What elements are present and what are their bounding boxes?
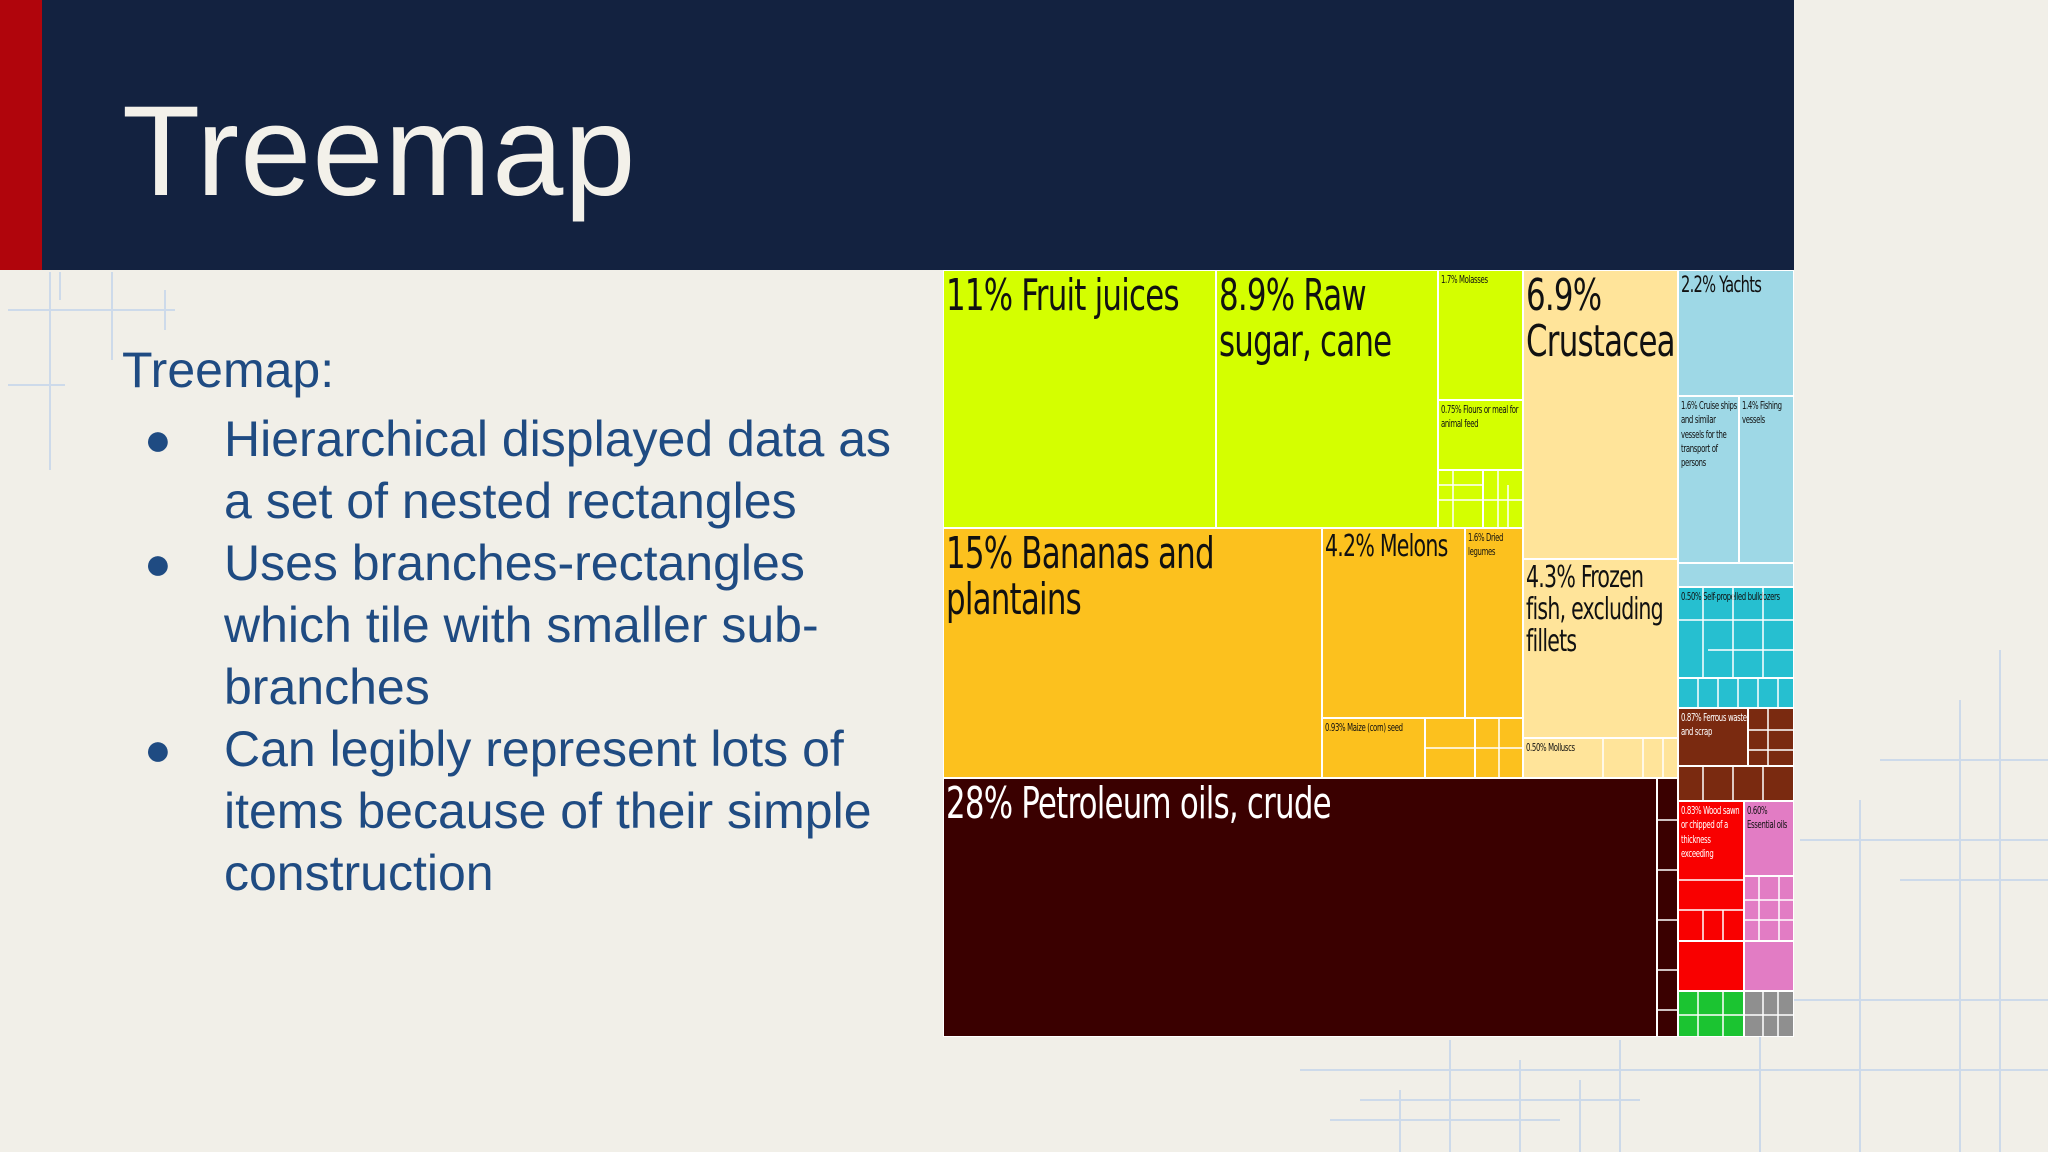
treemap-subdivisions [1425, 470, 1794, 1037]
treemap-tile-label: 28% Petroleum oils, crude [946, 778, 1332, 829]
treemap-tile-crustaceans: 6.9% Crustaceans [1523, 270, 1678, 559]
accent-bar [0, 0, 42, 270]
treemap-tile-label: 0.50% Self-propelled bulldozers [1681, 590, 1780, 603]
intro-text: Treemap: [122, 342, 335, 398]
bullet-item: ● Hierarchical displayed data as a set of… [122, 408, 922, 532]
treemap-tile [1748, 708, 1794, 766]
treemap-tile-self-propelled-bulldozers: 0.50% Self-propelled bulldozers [1678, 587, 1794, 678]
treemap-tile-molluscs: 0.50% Molluscs [1523, 738, 1678, 778]
treemap-tile [1678, 991, 1744, 1037]
treemap-tile-label: 8.9% Raw sugar, cane [1219, 270, 1392, 368]
treemap-tile [1483, 470, 1523, 528]
treemap-tile-maize-seed: 0.93% Maize (corn) seed [1322, 718, 1425, 778]
treemap-tile-fishing-vessels: 1.4% Fishing vessels [1739, 396, 1794, 563]
treemap-tile-petroleum: 28% Petroleum oils, crude [943, 778, 1657, 1037]
treemap-tile-label: 11% Fruit juices [946, 270, 1180, 321]
treemap-tile-cruise-ships: 1.6% Cruise ships and similar vessels fo… [1678, 396, 1739, 563]
treemap-tile-ferrous-waste: 0.87% Ferrous waste and scrap [1678, 708, 1748, 766]
treemap-tile-fruit-juices: 11% Fruit juices [943, 270, 1216, 528]
treemap-tile-label: 0.87% Ferrous waste and scrap [1681, 711, 1747, 739]
title-banner [0, 0, 1794, 270]
treemap-tile [1438, 470, 1483, 528]
bullet-item: ● Uses branches-rectangles which tile wit… [122, 532, 922, 718]
treemap-tile-label: 4.3% Frozen fish, excluding fillets [1526, 560, 1664, 660]
treemap-tile-raw-sugar: 8.9% Raw sugar, cane [1216, 270, 1438, 528]
treemap-tile-label: 1.4% Fishing vessels [1742, 399, 1782, 427]
treemap-tile-label: 2.2% Yachts [1681, 273, 1762, 298]
treemap-tile-essential-oils: 0.60% Essential oils [1744, 801, 1794, 876]
treemap-tile [1678, 941, 1744, 991]
treemap-tile [1678, 563, 1794, 587]
bullet-text: Hierarchical displayed data as a set of … [224, 411, 892, 529]
treemap-tile-frozen-fish: 4.3% Frozen fish, excluding fillets [1523, 559, 1678, 738]
bullet-item: ● Can legibly represent lots of items bec… [122, 718, 922, 904]
bullet-list: ● Hierarchical displayed data as a set of… [122, 408, 922, 904]
treemap-tile-wood-sawn: 0.83% Wood sawn or chipped of a thicknes… [1678, 801, 1744, 941]
treemap-tile-label: 0.75% Flours or meal for animal feed [1441, 403, 1519, 431]
treemap-tile-label: 0.93% Maize (corn) seed [1325, 721, 1403, 734]
treemap-tile-label: 0.83% Wood sawn or chipped of a thicknes… [1681, 804, 1740, 860]
treemap-tile-label: 1.7% Molasses [1441, 273, 1488, 286]
treemap-tile-label: 0.60% Essential oils [1747, 804, 1788, 832]
treemap-tile-dried-legumes: 1.6% Dried legumes [1465, 528, 1523, 718]
content-text: Treemap: ● Hierarchical displayed data as… [122, 340, 922, 904]
treemap-tile-label: 15% Bananas and plantains [946, 528, 1215, 626]
bullet-icon: ● [144, 537, 172, 589]
treemap-tile-label: 6.9% Crustaceans [1526, 270, 1677, 368]
slide-title: Treemap [122, 80, 637, 223]
treemap-tile-label: 4.2% Melons [1325, 529, 1448, 564]
bullet-icon: ● [144, 723, 172, 775]
treemap-tile-bananas: 15% Bananas and plantains [943, 528, 1322, 778]
treemap-tile [1657, 778, 1678, 1037]
bullet-icon: ● [144, 413, 172, 465]
treemap-figure: 11% Fruit juices 8.9% Raw sugar, cane 1.7%… [943, 270, 1794, 1037]
treemap-tile-flours-meal: 0.75% Flours or meal for animal feed [1438, 400, 1523, 470]
treemap-tile-label: 1.6% Dried legumes [1468, 531, 1504, 559]
treemap-tile [1744, 991, 1794, 1037]
treemap-tile-melons: 4.2% Melons [1322, 528, 1465, 718]
treemap-tile [1678, 766, 1794, 801]
treemap-tile-molasses: 1.7% Molasses [1438, 270, 1523, 400]
treemap-tile-label: 1.6% Cruise ships and similar vessels fo… [1681, 399, 1737, 470]
bullet-text: Uses branches-rectangles which tile with… [224, 535, 819, 715]
treemap-tile-label: 0.50% Molluscs [1526, 741, 1575, 754]
treemap-tile [1744, 876, 1794, 941]
bullet-text: Can legibly represent lots of items beca… [224, 721, 872, 901]
treemap-tile [1744, 941, 1794, 991]
treemap-tile-yachts: 2.2% Yachts [1678, 270, 1794, 396]
